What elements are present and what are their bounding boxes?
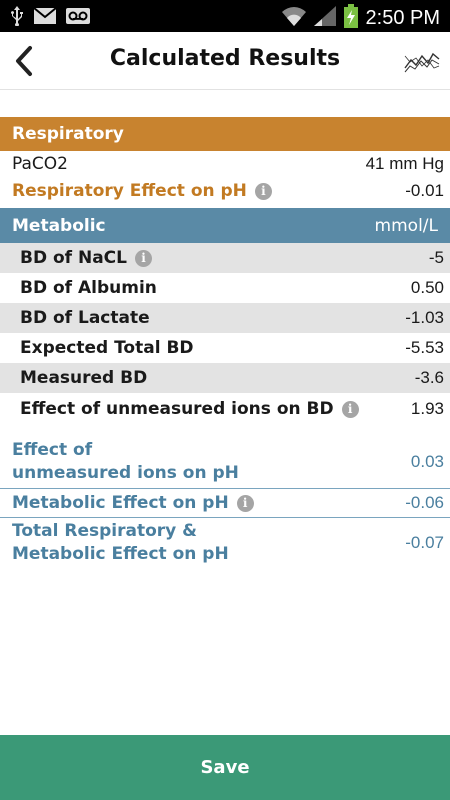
graph-button[interactable] [404, 46, 440, 76]
row-label: BD of Lactate [20, 308, 150, 328]
status-bar: 2:50 PM [0, 0, 450, 32]
row-value: -3.6 [414, 368, 444, 387]
row-value: -1.03 [405, 308, 444, 327]
row-label: Metabolic Effect on pH [12, 492, 229, 513]
save-button[interactable]: Save [0, 735, 450, 800]
clock: 2:50 PM [365, 6, 440, 29]
row-label-line: Total Respiratory & [12, 521, 197, 541]
battery-charging-icon [343, 4, 358, 32]
row-label-wrap: Metabolic Effect on pH i [0, 492, 254, 515]
info-icon[interactable]: i [135, 249, 152, 267]
row-value: -0.06 [405, 493, 444, 512]
bd-lactate-row: BD of Lactate -1.03 [0, 303, 450, 333]
row-label-wrap: Effect of unmeasured ions on BD i [0, 399, 359, 419]
voicemail-icon [66, 8, 90, 28]
row-value: 0.50 [410, 278, 444, 297]
respiratory-header: Respiratory [0, 117, 450, 151]
row-label-line: Effect of [12, 440, 93, 460]
signal-icon [313, 6, 336, 30]
row-value: -5.53 [405, 338, 444, 357]
row-value: -0.01 [405, 181, 444, 200]
info-icon[interactable]: i [254, 182, 272, 200]
row-value: -5 [428, 248, 444, 267]
row-label: Effect of unmeasured ions on BD [20, 399, 334, 419]
respiratory-effect-row: Respiratory Effect on pH i -0.01 [0, 176, 450, 206]
row-value: -0.07 [405, 533, 444, 552]
row-label: Effect of unmeasured ions on pH [0, 439, 239, 485]
row-label: BD of NaCL [20, 248, 127, 268]
respiratory-heading: Respiratory [12, 124, 124, 144]
measured-bd-row: Measured BD -3.6 [0, 363, 450, 393]
bd-albumin-row: BD of Albumin 0.50 [0, 273, 450, 303]
row-value: 41 mm Hg [365, 154, 444, 173]
graph-icon [404, 52, 440, 73]
bd-nacl-row: BD of NaCL i -5 [0, 243, 450, 273]
row-label: PaCO2 [12, 154, 68, 174]
row-value: 0.03 [410, 452, 444, 471]
save-label: Save [200, 757, 250, 778]
row-label: Expected Total BD [20, 338, 194, 358]
wifi-icon [281, 6, 306, 30]
usb-icon [10, 6, 24, 30]
info-icon[interactable]: i [341, 400, 359, 418]
metabolic-unit: mmol/L [374, 216, 438, 236]
unmeasured-ions-bd-row: Effect of unmeasured ions on BD i 1.93 [0, 394, 450, 424]
row-value: 1.93 [410, 399, 444, 418]
row-label-wrap: Respiratory Effect on pH i [0, 181, 272, 201]
row-label-line: Metabolic Effect on pH [12, 544, 229, 564]
total-effect-ph-row: Total Respiratory & Metabolic Effect on … [0, 518, 450, 568]
row-label: Total Respiratory & Metabolic Effect on … [0, 520, 229, 566]
row-label-wrap: BD of NaCL i [0, 248, 152, 268]
info-icon[interactable]: i [236, 494, 254, 512]
expected-total-bd-row: Expected Total BD -5.53 [0, 333, 450, 363]
mail-icon [33, 7, 57, 28]
unmeasured-ions-ph-row: Effect of unmeasured ions on pH 0.03 [0, 436, 450, 489]
app-header: Calculated Results [0, 32, 450, 90]
row-label: BD of Albumin [20, 278, 157, 298]
metabolic-effect-ph-row: Metabolic Effect on pH i -0.06 [0, 489, 450, 518]
row-label: Measured BD [20, 368, 148, 388]
page-title: Calculated Results [109, 46, 341, 71]
paco2-row: PaCO2 41 mm Hg [0, 149, 450, 179]
back-button[interactable] [10, 44, 40, 78]
row-label: Respiratory Effect on pH [12, 181, 247, 201]
metabolic-header: Metabolic mmol/L [0, 208, 450, 244]
metabolic-heading: Metabolic [12, 216, 106, 236]
row-label-line: unmeasured ions on pH [12, 463, 239, 483]
chevron-left-icon [16, 46, 32, 76]
